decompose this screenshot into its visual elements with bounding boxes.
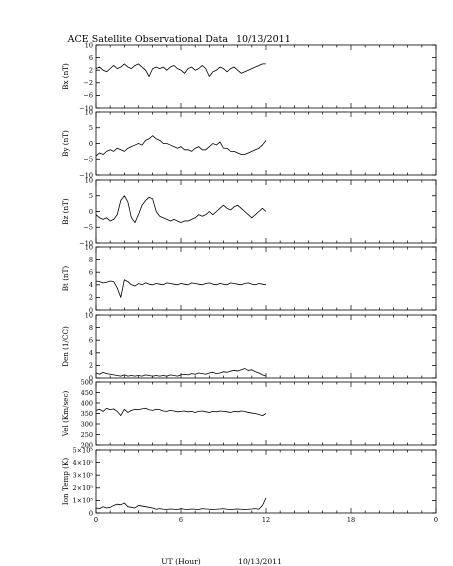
panel-frame <box>95 449 437 514</box>
panel-frame <box>95 314 437 379</box>
y-tick-label: −5 <box>83 156 93 164</box>
y-tick-label: 10 <box>85 311 93 319</box>
y-tick-label: −10 <box>79 104 93 112</box>
y-tick-label: −6 <box>83 92 93 100</box>
y-axis-label: By (nT) <box>61 130 70 157</box>
x-tick-label: 18 <box>347 516 355 524</box>
y-tick-label: 10 <box>85 108 93 116</box>
y-tick-label: 8 <box>89 324 93 332</box>
y-tick-label: 4 <box>89 281 93 289</box>
series-line-den <box>95 368 267 377</box>
y-tick-label: 2 <box>89 67 93 75</box>
panel-frame <box>95 44 437 109</box>
y-axis-label: Bz (nT) <box>61 198 70 225</box>
y-tick-label: 250 <box>81 431 93 439</box>
y-tick-label: 3×10⁵ <box>73 472 94 480</box>
y-tick-label: 350 <box>81 410 93 418</box>
y-axis-label: Bt (nT) <box>61 266 70 292</box>
y-tick-label: 0 <box>89 374 93 382</box>
panel-frame <box>95 246 437 311</box>
chart-date: 10/13/2011 <box>236 34 291 45</box>
y-tick-label: 2×10⁵ <box>73 484 94 492</box>
y-axis-label: Den (1/CC) <box>61 326 70 367</box>
panel-bx: 10 6 2 −2 −6 −10 Bx (nT) <box>61 41 437 112</box>
y-tick-label: 5 <box>89 192 93 200</box>
y-tick-label: 2 <box>89 362 93 370</box>
y-tick-label: 2 <box>89 294 93 302</box>
y-axis-label: Bx (nT) <box>61 63 70 90</box>
series-line-bt <box>95 279 267 298</box>
y-tick-label: 450 <box>81 389 93 397</box>
y-tick-label: 0 <box>89 140 93 148</box>
y-tick-label: 8 <box>89 256 93 264</box>
y-tick-label: 10 <box>85 176 93 184</box>
y-axis-label: Ion Temp (K) <box>61 458 70 505</box>
y-tick-label: 300 <box>81 420 93 428</box>
y-tick-label: 10 <box>85 243 93 251</box>
series-line-by <box>95 135 267 157</box>
y-tick-label: 500 <box>81 378 93 386</box>
panel-temp: 5×10⁵ 4×10⁵ 3×10⁵ 2×10⁵ 1×10⁵ 0 Ion Temp (K) <box>61 446 437 517</box>
x-tick-label: 6 <box>179 516 183 524</box>
x-axis-label: UT (Hour) <box>161 557 201 566</box>
y-tick-label: 6 <box>89 54 93 62</box>
x-tick-label: 0 <box>434 516 438 524</box>
y-tick-label: 0 <box>89 208 93 216</box>
x-tick-label: 0 <box>94 516 98 524</box>
y-tick-label: −10 <box>79 171 93 179</box>
x-axis-date: 10/13/2011 <box>238 557 282 566</box>
y-tick-label: −2 <box>83 79 93 87</box>
y-tick-label: −5 <box>83 224 93 232</box>
y-tick-label: 6 <box>89 269 93 277</box>
y-tick-label: 1×10⁵ <box>73 497 94 505</box>
y-tick-label: 10 <box>85 41 93 49</box>
panel-vel: 500 450 400 350 300 250 200 Vel (Km/sec) <box>61 378 437 449</box>
y-tick-label: 4 <box>89 349 93 357</box>
y-tick-label: 400 <box>81 399 93 407</box>
y-tick-label: 5×10⁵ <box>73 446 94 454</box>
x-axis: 0 6 12 18 0 <box>94 516 438 524</box>
y-tick-label: 5 <box>89 124 93 132</box>
y-tick-label: 0 <box>89 509 93 517</box>
y-axis-label: Vel (Km/sec) <box>61 391 70 438</box>
panel-bt: 10 8 6 4 2 0 Bt (nT) <box>61 243 437 314</box>
chart-title: ACE Satellite Observational Data <box>67 34 229 45</box>
y-tick-label: 4×10⁵ <box>73 459 94 467</box>
panel-den: 10 8 6 4 2 0 Den (1/CC) <box>61 311 437 382</box>
panels: 10 6 2 −2 −6 −10 Bx (nT) 10 5 0 −5 −10 By (nT) 10 5 0 −5… <box>61 41 437 517</box>
y-tick-label: 200 <box>81 441 93 449</box>
series-line-bz <box>95 195 267 223</box>
y-tick-label: 6 <box>89 337 93 345</box>
series-line-temp <box>95 497 267 510</box>
series-line-vel <box>95 407 267 416</box>
panel-frame <box>95 111 437 176</box>
panel-bz: 10 5 0 −5 −10 Bz (nT) <box>61 176 437 247</box>
series-line-bx <box>95 63 266 77</box>
x-tick-label: 12 <box>262 516 270 524</box>
y-tick-label: 0 <box>89 306 93 314</box>
y-tick-label: −10 <box>79 239 93 247</box>
panel-by: 10 5 0 −5 −10 By (nT) <box>61 108 437 179</box>
